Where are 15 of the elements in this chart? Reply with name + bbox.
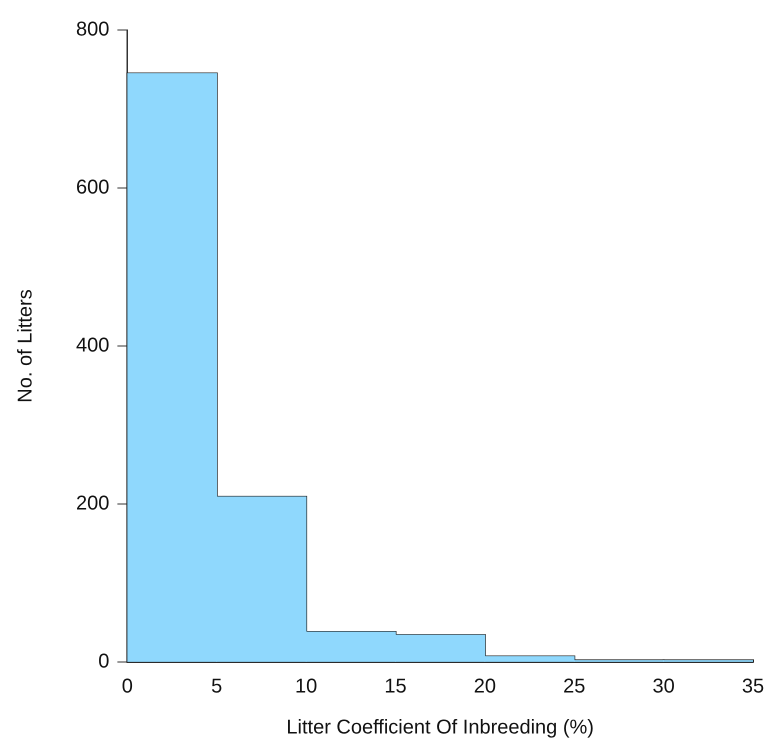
- x-tick-label: 5: [211, 676, 222, 698]
- y-axis-title: No. of Litters: [14, 289, 37, 403]
- x-tick-label: 10: [294, 676, 318, 698]
- x-axis-title: Litter Coefficient Of Inbreeding (%): [286, 716, 594, 739]
- y-tick-label: 600: [76, 176, 110, 199]
- x-tick-label: 30: [652, 676, 675, 698]
- x-tick-label: 35: [742, 676, 764, 698]
- y-tick-label: 400: [76, 334, 110, 357]
- y-tick-label: 200: [76, 492, 110, 515]
- x-tick-label: 20: [474, 676, 496, 698]
- x-tick-label: 0: [122, 676, 133, 698]
- y-tick-label: 800: [76, 18, 110, 41]
- x-tick-label: 25: [563, 676, 586, 698]
- x-tick-label: 15: [384, 676, 407, 698]
- y-tick-label: 0: [98, 650, 110, 673]
